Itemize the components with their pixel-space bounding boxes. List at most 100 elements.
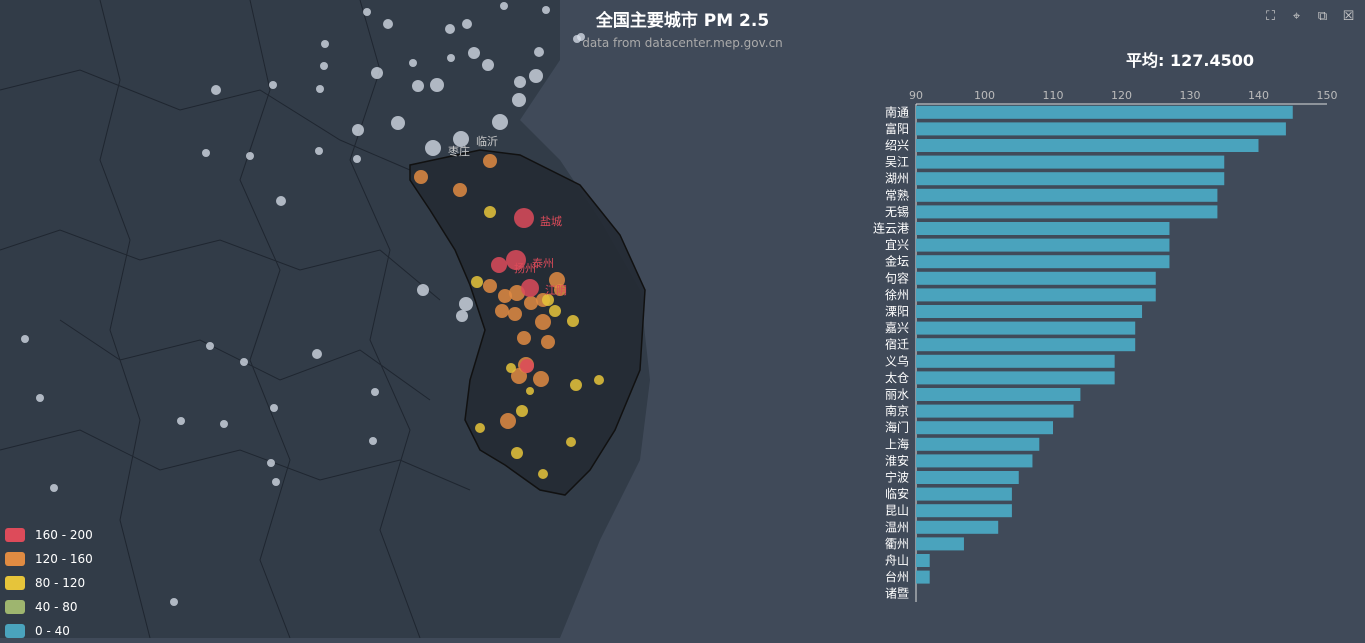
- bar-chart[interactable]: 90 100 110 120 130 140 150 南通富阳绍兴吴江湖州常熟无锡连云港宜兴金…: [873, 89, 1338, 602]
- city-point[interactable]: [526, 387, 534, 395]
- bar[interactable]: [916, 504, 1012, 518]
- city-point[interactable]: [483, 154, 497, 168]
- city-point[interactable]: [267, 459, 275, 467]
- city-point[interactable]: [177, 417, 185, 425]
- city-point[interactable]: [570, 379, 582, 391]
- city-point[interactable]: [211, 85, 221, 95]
- city-point[interactable]: [549, 272, 565, 288]
- city-point[interactable]: [456, 310, 468, 322]
- bar[interactable]: [916, 437, 1040, 451]
- city-point[interactable]: [353, 155, 361, 163]
- city-point[interactable]: [462, 19, 472, 29]
- city-point[interactable]: [529, 69, 543, 83]
- bar[interactable]: [916, 305, 1143, 318]
- city-point[interactable]: [269, 81, 277, 89]
- city-point[interactable]: [495, 304, 509, 318]
- city-point[interactable]: [534, 47, 544, 57]
- bar[interactable]: [916, 238, 1170, 252]
- city-point[interactable]: [412, 80, 424, 92]
- city-point[interactable]: [516, 405, 528, 417]
- city-point[interactable]: [409, 59, 417, 67]
- bar[interactable]: [916, 454, 1033, 468]
- bar[interactable]: [916, 255, 1170, 269]
- highlighted-region[interactable]: [409, 149, 646, 496]
- city-point[interactable]: [520, 359, 534, 373]
- city-point[interactable]: [391, 116, 405, 130]
- city-point[interactable]: [459, 297, 473, 311]
- city-point[interactable]: [363, 8, 371, 16]
- bar[interactable]: [916, 371, 1115, 385]
- city-point[interactable]: [50, 484, 58, 492]
- bar[interactable]: [916, 271, 1156, 285]
- city-point[interactable]: [475, 423, 485, 433]
- bar[interactable]: [916, 222, 1170, 235]
- bar[interactable]: [916, 338, 1136, 352]
- bar[interactable]: [916, 520, 999, 534]
- city-point[interactable]: [352, 124, 364, 136]
- bar[interactable]: [916, 537, 964, 551]
- city-point[interactable]: [538, 469, 548, 479]
- legend-item-0-40[interactable]: 0 - 40: [5, 619, 93, 643]
- city-point[interactable]: [521, 279, 539, 297]
- bar[interactable]: [916, 487, 1012, 501]
- city-point[interactable]: [276, 196, 286, 206]
- city-point[interactable]: [383, 19, 393, 29]
- city-point[interactable]: [315, 147, 323, 155]
- city-point[interactable]: [542, 6, 550, 14]
- city-point[interactable]: [270, 404, 278, 412]
- city-point[interactable]: [21, 335, 29, 343]
- bar[interactable]: [916, 139, 1259, 152]
- city-point[interactable]: [524, 296, 538, 310]
- bar[interactable]: [916, 421, 1053, 435]
- city-point[interactable]: [453, 131, 469, 147]
- bar[interactable]: [916, 172, 1225, 186]
- city-point[interactable]: [535, 314, 551, 330]
- city-point[interactable]: [554, 284, 566, 296]
- city-point[interactable]: [492, 114, 508, 130]
- city-point[interactable]: [512, 93, 526, 107]
- lasso-icon[interactable]: ⌖: [1292, 9, 1301, 24]
- city-point[interactable]: [508, 307, 522, 321]
- city-point[interactable]: [511, 447, 523, 459]
- copy-icon[interactable]: ⧉: [1317, 9, 1328, 24]
- city-point[interactable]: [514, 76, 526, 88]
- legend-item-160-200[interactable]: 160 - 200: [5, 523, 93, 547]
- city-point[interactable]: [316, 85, 324, 93]
- bar[interactable]: [916, 321, 1136, 335]
- city-point[interactable]: [468, 47, 480, 59]
- city-point[interactable]: [500, 413, 516, 429]
- bar[interactable]: [916, 188, 1218, 202]
- city-point[interactable]: [202, 149, 210, 157]
- city-point[interactable]: [483, 279, 497, 293]
- city-point[interactable]: [500, 2, 508, 10]
- city-scatter[interactable]: [21, 2, 604, 606]
- city-point[interactable]: [220, 420, 228, 428]
- city-point[interactable]: [541, 335, 555, 349]
- city-point[interactable]: [272, 478, 280, 486]
- bar[interactable]: [916, 388, 1081, 401]
- city-point[interactable]: [506, 363, 516, 373]
- city-point[interactable]: [491, 257, 507, 273]
- city-point[interactable]: [498, 289, 512, 303]
- city-point[interactable]: [170, 598, 178, 606]
- zoom-icon[interactable]: ⛶: [1265, 9, 1276, 24]
- legend-item-120-160[interactable]: 120 - 160: [5, 547, 93, 571]
- bar[interactable]: [916, 404, 1074, 418]
- city-point[interactable]: [321, 40, 329, 48]
- city-point[interactable]: [594, 375, 604, 385]
- city-point[interactable]: [567, 315, 579, 327]
- city-point[interactable]: [206, 342, 214, 350]
- city-point[interactable]: [371, 67, 383, 79]
- city-point[interactable]: [471, 276, 483, 288]
- city-point[interactable]: [549, 305, 561, 317]
- city-point[interactable]: [417, 284, 429, 296]
- bar[interactable]: [916, 205, 1218, 219]
- city-point[interactable]: [506, 250, 526, 270]
- city-point[interactable]: [533, 371, 549, 387]
- city-point[interactable]: [514, 208, 534, 228]
- bar[interactable]: [916, 155, 1225, 169]
- legend-item-80-120[interactable]: 80 - 120: [5, 571, 93, 595]
- city-point[interactable]: [320, 62, 328, 70]
- city-point[interactable]: [573, 35, 581, 43]
